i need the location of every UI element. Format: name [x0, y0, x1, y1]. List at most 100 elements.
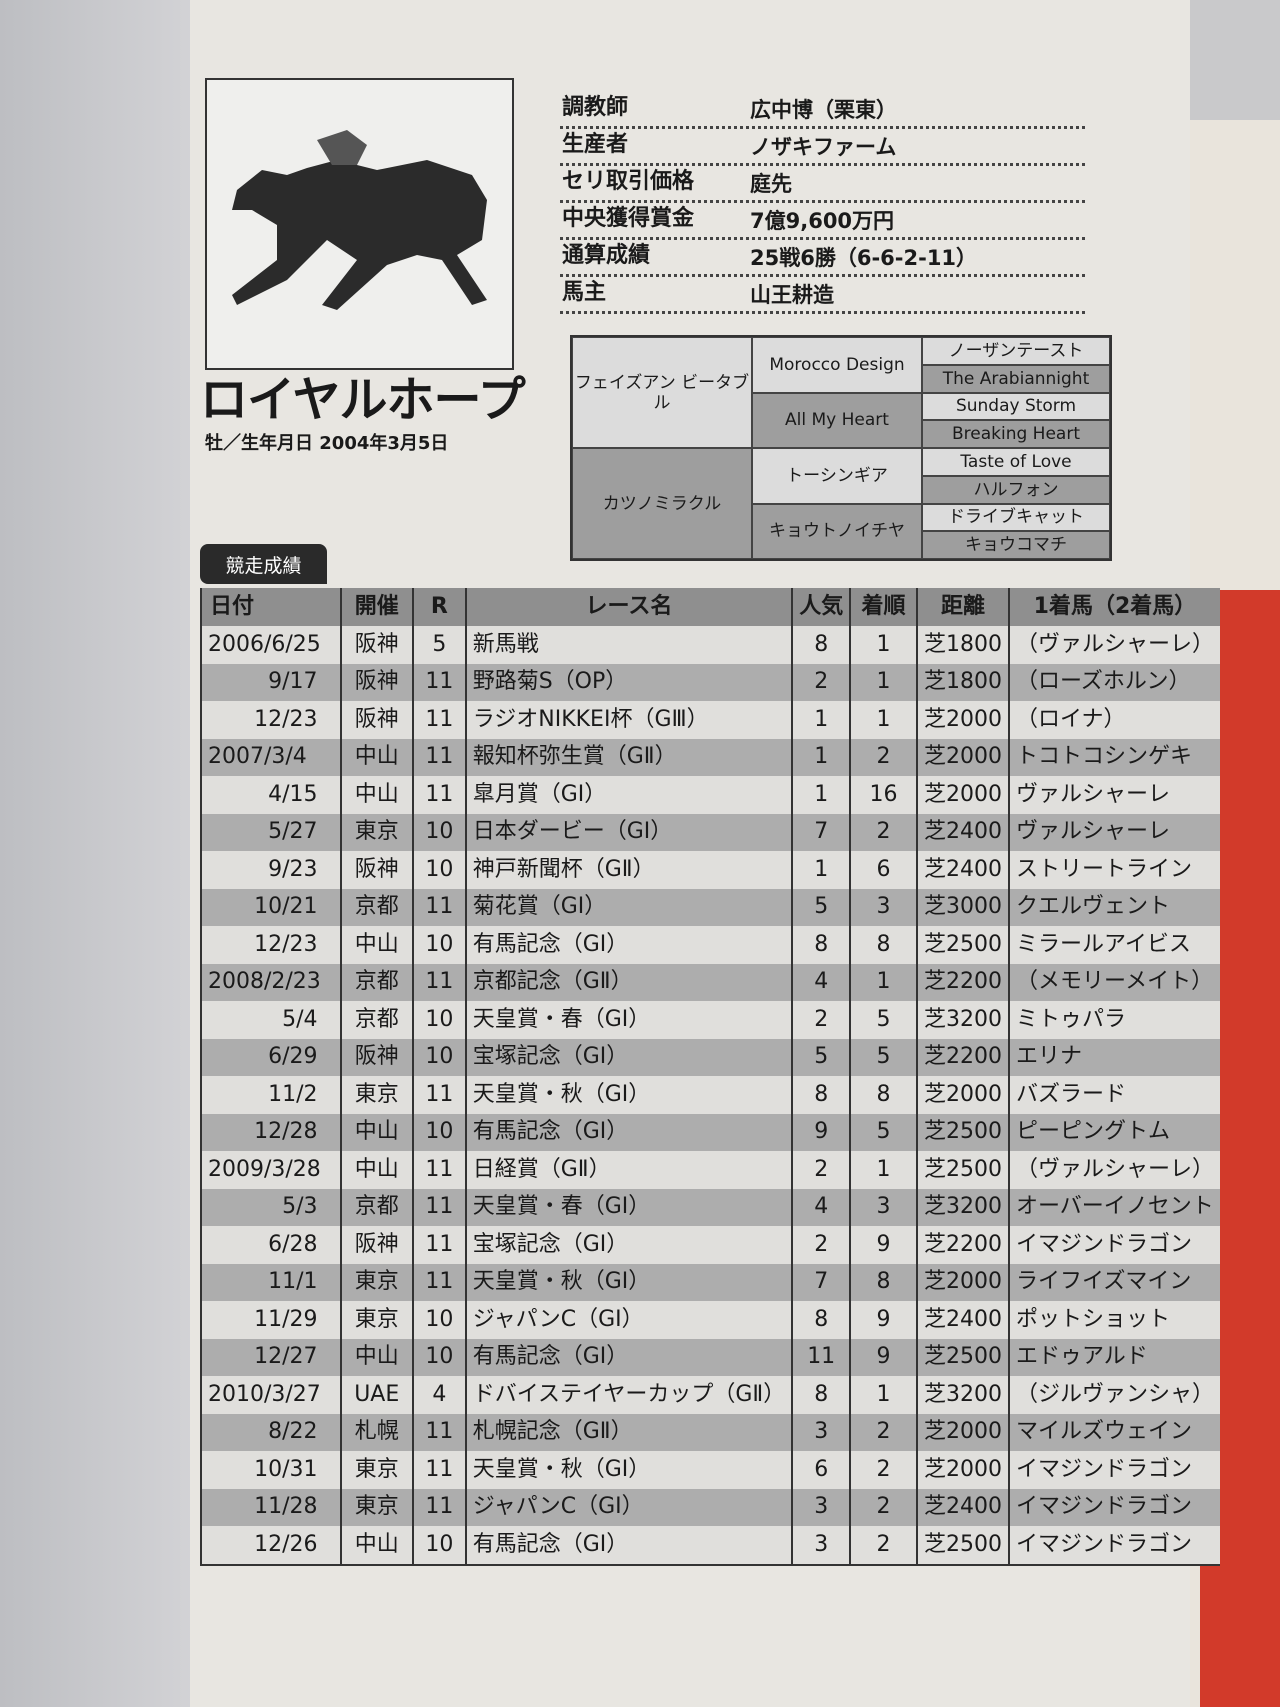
cell-venue: 阪神 — [339, 701, 413, 739]
cell-venue: 中山 — [339, 1113, 413, 1151]
info-value: 広中博（栗東） — [750, 98, 897, 122]
cell-distance: 芝2400 — [915, 1301, 1009, 1339]
cell-date: 12/26 — [200, 1526, 341, 1565]
cell-popularity: 8 — [791, 1376, 851, 1414]
pedigree-table: フェイズアン ビータブル カツノミラクル Morocco Design All … — [570, 335, 1112, 561]
cell-winner: エリナ — [1007, 1038, 1220, 1076]
cell-venue: 阪神 — [339, 1226, 413, 1264]
cell-race-name: 皐月賞（GⅠ） — [464, 776, 793, 814]
cell-finish: 3 — [849, 888, 917, 926]
table-row: 8/22 札幌 11 札幌記念（GⅡ） 3 2 芝2000 マイルズウェイン — [200, 1413, 1220, 1451]
info-row-trainer: 調教師 広中博（栗東） — [560, 92, 1085, 129]
pedigree-gen3: Taste of Love — [922, 448, 1110, 476]
cell-popularity: 3 — [791, 1413, 851, 1451]
cell-finish: 8 — [849, 1263, 917, 1301]
cell-popularity: 1 — [791, 738, 851, 776]
cell-distance: 芝2000 — [915, 1451, 1009, 1489]
cell-date: 12/28 — [200, 1113, 341, 1151]
cell-finish: 3 — [849, 1188, 917, 1226]
cell-date: 6/29 — [200, 1038, 341, 1076]
cell-popularity: 2 — [791, 663, 851, 701]
cell-popularity: 8 — [791, 1301, 851, 1339]
cell-distance: 芝2400 — [915, 1488, 1009, 1526]
cell-winner: ライフイズマイン — [1007, 1263, 1220, 1301]
cell-venue: 中山 — [339, 776, 413, 814]
cell-distance: 芝2500 — [915, 1151, 1009, 1189]
header-race-number: R — [411, 588, 466, 626]
cell-distance: 芝2500 — [915, 1338, 1009, 1376]
cell-race-number: 10 — [411, 926, 466, 964]
table-row: 2006/6/25 阪神 5 新馬戦 8 1 芝1800 （ヴァルシャーレ） — [200, 626, 1220, 664]
cell-finish: 9 — [849, 1301, 917, 1339]
cell-finish: 9 — [849, 1338, 917, 1376]
cell-date: 2010/3/27 — [200, 1376, 341, 1414]
cell-winner: トコトコシンゲキ — [1007, 738, 1220, 776]
cell-popularity: 4 — [791, 1188, 851, 1226]
cell-distance: 芝1800 — [915, 663, 1009, 701]
info-row-record: 通算成績 25戦6勝（6-6-2-11） — [560, 240, 1085, 277]
cell-date: 2006/6/25 — [200, 626, 341, 664]
cell-race-number: 10 — [411, 1301, 466, 1339]
cell-race-name: 菊花賞（GⅠ） — [464, 888, 793, 926]
cell-finish: 2 — [849, 738, 917, 776]
cell-race-number: 10 — [411, 1038, 466, 1076]
pedigree-gen3: ハルフォン — [922, 475, 1110, 504]
cell-winner: （ヴァルシャーレ） — [1007, 626, 1220, 664]
table-row: 6/29 阪神 10 宝塚記念（GⅠ） 5 5 芝2200 エリナ — [200, 1038, 1220, 1076]
cell-date: 5/3 — [200, 1188, 341, 1226]
cell-race-number: 11 — [411, 701, 466, 739]
cell-distance: 芝2000 — [915, 1076, 1009, 1114]
cell-race-name: 天皇賞・春（GⅠ） — [464, 1001, 793, 1039]
horse-photo — [205, 78, 514, 370]
cell-date: 11/2 — [200, 1076, 341, 1114]
table-row: 6/28 阪神 11 宝塚記念（GⅠ） 2 9 芝2200 イマジンドラゴン — [200, 1226, 1220, 1264]
cell-distance: 芝2500 — [915, 1526, 1009, 1565]
pedigree-gen3: キョウコマチ — [922, 531, 1110, 559]
cell-date: 2007/3/4 — [200, 738, 341, 776]
cell-finish: 8 — [849, 926, 917, 964]
pedigree-gen2: Morocco Design — [752, 337, 922, 393]
cell-race-name: ジャパンC（GⅠ） — [464, 1301, 793, 1339]
cell-race-name: 日本ダービー（GⅠ） — [464, 813, 793, 851]
table-row: 11/28 東京 11 ジャパンC（GⅠ） 3 2 芝2400 イマジンドラゴン — [200, 1488, 1220, 1526]
cell-venue: 東京 — [339, 1263, 413, 1301]
cell-winner: （ヴァルシャーレ） — [1007, 1151, 1220, 1189]
cell-race-name: 天皇賞・春（GⅠ） — [464, 1188, 793, 1226]
table-row: 5/3 京都 11 天皇賞・春（GⅠ） 4 3 芝3200 オーバーイノセント — [200, 1188, 1220, 1226]
cell-race-name: 日経賞（GⅡ） — [464, 1151, 793, 1189]
cell-distance: 芝2400 — [915, 813, 1009, 851]
cell-race-number: 11 — [411, 1451, 466, 1489]
cell-popularity: 8 — [791, 626, 851, 664]
pedigree-gen3: Breaking Heart — [922, 420, 1110, 448]
pedigree-gen3: The Arabiannight — [922, 364, 1110, 393]
cell-popularity: 1 — [791, 851, 851, 889]
cell-finish: 2 — [849, 1413, 917, 1451]
cell-winner: クエルヴェント — [1007, 888, 1220, 926]
cell-race-number: 10 — [411, 1001, 466, 1039]
info-row-owner: 馬主 山王耕造 — [560, 277, 1085, 314]
info-value: 25戦6勝（6-6-2-11） — [750, 246, 978, 270]
cell-date: 10/21 — [200, 888, 341, 926]
cell-race-name: 宝塚記念（GⅠ） — [464, 1226, 793, 1264]
info-value: 庭先 — [750, 172, 792, 196]
cell-winner: ストリートライン — [1007, 851, 1220, 889]
info-label: 中央獲得賞金 — [562, 206, 695, 231]
cell-finish: 1 — [849, 663, 917, 701]
table-row: 2009/3/28 中山 11 日経賞（GⅡ） 2 1 芝2500 （ヴァルシャーレ） — [200, 1151, 1220, 1189]
cell-date: 2008/2/23 — [200, 963, 341, 1001]
cell-race-name: 報知杯弥生賞（GⅡ） — [464, 738, 793, 776]
cell-popularity: 2 — [791, 1001, 851, 1039]
info-label: 馬主 — [562, 280, 607, 305]
cell-popularity: 5 — [791, 1038, 851, 1076]
cell-finish: 5 — [849, 1113, 917, 1151]
cell-winner: ヴァルシャーレ — [1007, 776, 1220, 814]
cell-venue: 京都 — [339, 963, 413, 1001]
info-row-breeder: 生産者 ノザキファーム — [560, 129, 1085, 166]
header-winner: 1着馬（2着馬） — [1007, 588, 1220, 626]
cell-distance: 芝3200 — [915, 1376, 1009, 1414]
cell-race-number: 11 — [411, 663, 466, 701]
cell-race-number: 10 — [411, 851, 466, 889]
cell-race-name: ラジオNIKKEI杯（GⅢ） — [464, 701, 793, 739]
cell-distance: 芝2200 — [915, 1038, 1009, 1076]
cell-venue: 阪神 — [339, 851, 413, 889]
